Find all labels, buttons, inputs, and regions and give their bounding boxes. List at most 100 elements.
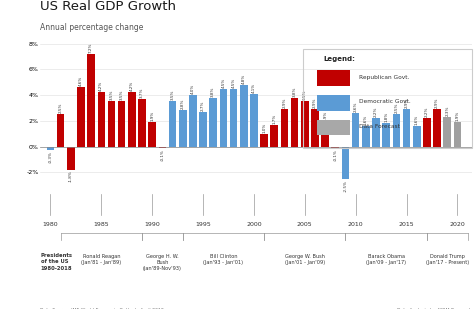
Text: George H. W.
Bush
(Jan'89-Nov'93): George H. W. Bush (Jan'89-Nov'93) xyxy=(143,254,182,271)
Bar xyxy=(148,122,156,146)
Bar xyxy=(413,126,420,146)
Text: 3.5%: 3.5% xyxy=(303,90,307,100)
Text: Presidents
of the US
1980-2018: Presidents of the US 1980-2018 xyxy=(41,253,73,271)
Text: 2.9%: 2.9% xyxy=(435,98,439,108)
Text: 2.6%: 2.6% xyxy=(354,102,358,112)
Text: 1.6%: 1.6% xyxy=(415,115,419,125)
Bar xyxy=(321,122,329,146)
Text: 4.2%: 4.2% xyxy=(100,81,103,91)
Bar xyxy=(403,109,410,146)
Text: 2.2%: 2.2% xyxy=(374,107,378,117)
Bar xyxy=(57,114,64,146)
Text: 3.8%: 3.8% xyxy=(292,86,297,96)
Text: 2015: 2015 xyxy=(399,222,414,227)
Text: Republican Govt.: Republican Govt. xyxy=(359,75,409,80)
Text: 2.9%: 2.9% xyxy=(313,98,317,108)
Text: 1.7%: 1.7% xyxy=(272,113,276,124)
Bar xyxy=(219,89,227,146)
Bar xyxy=(342,146,349,179)
Text: 4.8%: 4.8% xyxy=(242,74,246,84)
Bar xyxy=(250,94,258,146)
Text: 2.2%: 2.2% xyxy=(425,107,429,117)
Bar xyxy=(67,146,74,170)
Bar xyxy=(118,101,126,146)
Text: 2.5%: 2.5% xyxy=(394,103,398,113)
Bar xyxy=(46,146,55,150)
Text: 1.8%: 1.8% xyxy=(384,112,388,122)
Text: 3.7%: 3.7% xyxy=(140,87,144,98)
Bar xyxy=(454,122,461,146)
Bar xyxy=(352,113,359,146)
Text: 3.5%: 3.5% xyxy=(119,90,124,100)
Text: 4.1%: 4.1% xyxy=(252,83,256,93)
Text: 2000: 2000 xyxy=(246,222,262,227)
Text: 2.3%: 2.3% xyxy=(445,105,449,116)
Text: 2.5%: 2.5% xyxy=(59,103,63,113)
FancyBboxPatch shape xyxy=(317,70,350,86)
Text: Democratic Govt.: Democratic Govt. xyxy=(359,99,410,104)
Text: -2.5%: -2.5% xyxy=(344,180,347,192)
Text: -1.8%: -1.8% xyxy=(69,171,73,183)
Text: Ronald Reagan
(Jan'81 - Jan'89): Ronald Reagan (Jan'81 - Jan'89) xyxy=(81,254,121,265)
Text: 1990: 1990 xyxy=(144,222,160,227)
Bar xyxy=(301,101,309,146)
Text: 2.9%: 2.9% xyxy=(283,98,286,108)
Text: 4.2%: 4.2% xyxy=(130,81,134,91)
Text: 1.9%: 1.9% xyxy=(456,111,459,121)
Bar xyxy=(260,133,268,146)
Bar xyxy=(87,54,95,146)
Bar xyxy=(372,118,380,146)
Text: Legend:: Legend: xyxy=(324,56,356,62)
Bar xyxy=(240,85,247,146)
Text: 2.9%: 2.9% xyxy=(404,98,409,108)
Text: 3.5%: 3.5% xyxy=(171,90,174,100)
Text: 7.2%: 7.2% xyxy=(89,42,93,53)
Bar xyxy=(169,101,176,146)
Bar xyxy=(433,109,441,146)
Bar xyxy=(158,146,166,148)
Text: 2.7%: 2.7% xyxy=(201,100,205,111)
Text: Data Forecast: Data Forecast xyxy=(359,124,400,129)
Text: Data Source: IMF World Economic Outlook, April 2019: Data Source: IMF World Economic Outlook,… xyxy=(40,308,164,309)
Text: 2005: 2005 xyxy=(297,222,313,227)
Text: Data Analysis by: MGM Research: Data Analysis by: MGM Research xyxy=(397,308,472,309)
Bar xyxy=(189,95,197,146)
Text: Donald Trump
(Jan'17 - Present): Donald Trump (Jan'17 - Present) xyxy=(426,254,469,265)
Bar xyxy=(179,111,187,146)
Text: 1.0%: 1.0% xyxy=(262,122,266,133)
Bar xyxy=(443,117,451,146)
Text: -0.1%: -0.1% xyxy=(333,149,337,161)
Bar xyxy=(230,89,237,146)
Text: 1.6%: 1.6% xyxy=(364,115,368,125)
Text: Annual percentage change: Annual percentage change xyxy=(40,23,144,32)
Text: 3.5%: 3.5% xyxy=(109,90,113,100)
Text: Barack Obama
(Jan'09 - Jan'17): Barack Obama (Jan'09 - Jan'17) xyxy=(366,254,406,265)
Bar xyxy=(311,109,319,146)
Text: 1.9%: 1.9% xyxy=(150,111,154,121)
Bar xyxy=(362,126,370,146)
Bar xyxy=(77,87,85,146)
Bar xyxy=(271,125,278,146)
Bar xyxy=(199,112,207,146)
Text: 3.8%: 3.8% xyxy=(211,86,215,96)
Text: US Real GDP Growth: US Real GDP Growth xyxy=(40,0,176,13)
FancyBboxPatch shape xyxy=(317,120,350,135)
Bar xyxy=(108,101,115,146)
Bar xyxy=(210,98,217,146)
Text: 4.6%: 4.6% xyxy=(79,76,83,86)
Bar xyxy=(291,98,299,146)
Bar xyxy=(392,114,400,146)
Text: 1.9%: 1.9% xyxy=(323,111,327,121)
Text: -0.1%: -0.1% xyxy=(160,149,164,161)
Text: 1995: 1995 xyxy=(195,222,211,227)
FancyBboxPatch shape xyxy=(317,95,350,111)
Text: 4.5%: 4.5% xyxy=(232,77,236,87)
Bar xyxy=(331,146,339,148)
Bar xyxy=(281,109,288,146)
Bar xyxy=(128,92,136,146)
Text: Bill Clinton
(Jan'93 - Jan'01): Bill Clinton (Jan'93 - Jan'01) xyxy=(203,254,244,265)
Text: 2020: 2020 xyxy=(449,222,465,227)
Text: -0.3%: -0.3% xyxy=(48,151,53,163)
Text: George W. Bush
(Jan'01 - Jan'09): George W. Bush (Jan'01 - Jan'09) xyxy=(285,254,325,265)
Bar xyxy=(383,123,390,146)
